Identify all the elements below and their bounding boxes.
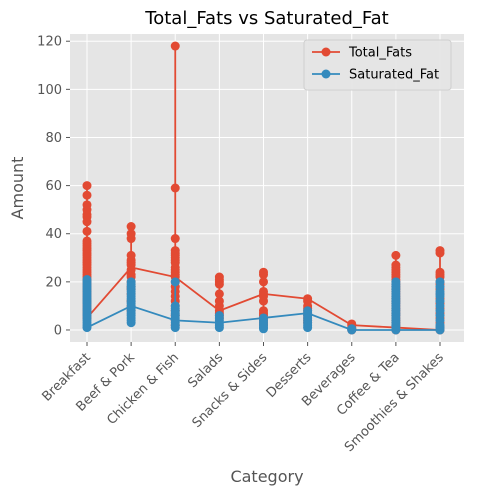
total-fats-point: [82, 226, 92, 236]
total-fats-point: [259, 306, 268, 316]
legend-marker: [321, 47, 331, 57]
total-fats-point: [82, 181, 92, 191]
legend-item-total-fats: Total_Fats: [312, 46, 412, 61]
total-fats-point: [82, 200, 92, 210]
total-fats-point: [170, 183, 180, 193]
legend-label: Total_Fats: [348, 46, 412, 61]
y-tick-label: 120: [37, 35, 62, 50]
total-fats-point: [82, 190, 92, 200]
total-fats-point: [214, 289, 224, 299]
total-fats-point: [435, 246, 445, 256]
legend-marker: [321, 69, 331, 79]
total-fats-point: [214, 272, 224, 282]
x-tick-label: Snacks & Sides: [190, 350, 271, 431]
legend-label: Saturated_Fat: [349, 68, 439, 83]
total-fats-point: [391, 260, 401, 270]
y-ticks: 0 20 40 60 80 100 120: [37, 35, 70, 338]
total-fats-point: [126, 222, 136, 231]
total-fats-point: [126, 229, 136, 239]
y-tick-label: 20: [45, 275, 62, 290]
y-tick-label: 0: [54, 323, 62, 338]
saturated-fat-point: [303, 306, 313, 316]
total-fats-point: [170, 41, 180, 51]
total-fats-point: [259, 277, 268, 287]
legend-box: [303, 39, 452, 91]
total-fats-point: [126, 250, 136, 260]
legend: Total_Fats Saturated_Fat: [303, 39, 452, 91]
saturated-fat-point: [82, 274, 92, 284]
saturated-fat-point: [435, 277, 445, 287]
legend-item-saturated-fat: Saturated_Fat: [312, 68, 439, 83]
saturated-fat-point: [391, 277, 401, 287]
total-fats-point: [303, 294, 313, 304]
saturated-fat-point: [259, 313, 268, 323]
total-fats-point: [214, 296, 224, 306]
total-fats-point: [170, 234, 180, 244]
total-fats-point: [259, 267, 268, 277]
saturated-fat-point: [126, 277, 136, 287]
total-fats-point: [435, 267, 445, 277]
total-fats-point: [259, 286, 268, 296]
saturated-fat-point: [170, 277, 180, 287]
series-saturated-fat: [82, 274, 445, 335]
total-fats-point: [82, 236, 92, 246]
x-axis-label: Category: [230, 467, 303, 486]
saturated-fat-point: [214, 311, 224, 321]
x-tick-label: Salads: [185, 350, 226, 391]
chart-title: Total_Fats vs Saturated_Fat: [144, 8, 388, 29]
total-fats-point: [170, 246, 180, 256]
saturated-fat-point: [347, 324, 357, 334]
y-tick-label: 60: [45, 179, 62, 194]
series-layer: [82, 41, 445, 335]
y-axis-label: Amount: [8, 157, 27, 220]
total-fats-point: [391, 250, 401, 260]
y-tick-label: 40: [45, 227, 62, 242]
saturated-fat-point: [170, 301, 180, 311]
y-tick-label: 100: [37, 83, 62, 98]
y-tick-label: 80: [45, 131, 62, 146]
